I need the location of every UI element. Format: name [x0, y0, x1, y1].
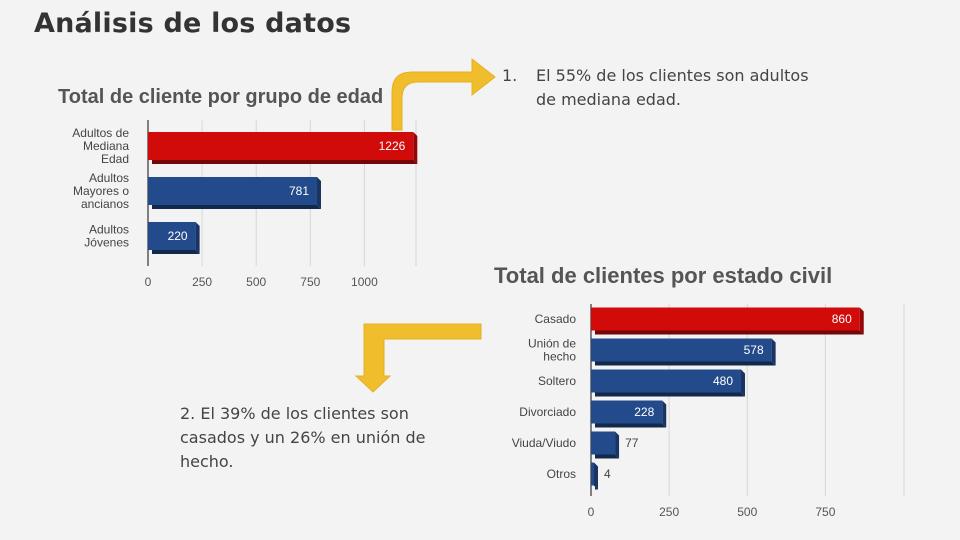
bar-shadow: [595, 361, 776, 366]
bar-shadow: [595, 330, 864, 335]
bar-value-label: 220: [168, 229, 188, 243]
category-label-line: Adultos de: [72, 126, 129, 140]
bar-value-label: 4: [604, 467, 611, 481]
tick-label: 250: [659, 505, 679, 519]
bar: [591, 462, 594, 486]
tick-label: 750: [815, 505, 835, 519]
bar: [148, 132, 414, 160]
bar-shadow: [595, 392, 745, 397]
category-label-line: ancianos: [81, 197, 129, 211]
tick-label: 750: [300, 275, 320, 289]
note-1-text: El 55% de los clientes son adultos de me…: [536, 66, 809, 109]
bar-side: [859, 307, 864, 335]
bar: [591, 338, 772, 362]
category-label-line: Casado: [535, 312, 577, 326]
bar-shadow: [152, 160, 418, 164]
bar-value-label: 228: [634, 405, 654, 419]
category-label: Unión de hecho: [528, 337, 576, 364]
bar-value-label: 77: [625, 436, 639, 450]
bar-side: [594, 462, 598, 490]
note-1-number: 1.: [502, 66, 518, 85]
category-label-line: Adultos: [89, 223, 129, 237]
category-label-line: hecho: [543, 350, 576, 364]
arrow-1-icon: [391, 57, 496, 131]
bar-shadow: [152, 205, 322, 209]
category-label-line: Mayores o: [73, 184, 129, 198]
tick-label: 0: [588, 505, 595, 519]
bar: [591, 307, 860, 331]
chart-1-title: Total de cliente por grupo de edad: [58, 86, 384, 108]
category-label-line: Soltero: [538, 374, 576, 388]
category-label: Adultos de Mediana Edad: [72, 126, 129, 166]
chart-age-groups: 0 250 500 750 1000 1226 Adultos de Mediana Edad 7…: [72, 120, 418, 289]
tick-label: 1000: [351, 275, 378, 289]
category-label: Soltero: [538, 374, 576, 388]
tick-label: 500: [246, 275, 266, 289]
category-label-line: Jóvenes: [84, 236, 129, 250]
category-label: Otros: [547, 467, 576, 481]
bar-side: [771, 338, 776, 366]
arrow-2-icon: [354, 323, 482, 393]
chart-2-title: Total de clientes por estado civil: [494, 263, 833, 288]
bar: [591, 369, 741, 393]
bar-shadow: [595, 423, 667, 428]
bar-value-label: 781: [289, 184, 309, 198]
chart-marital-status: 0 250 500 750 860 Casado 578 Unión de hecho 480 So…: [512, 304, 905, 519]
category-label-line: Viuda/Viudo: [512, 436, 577, 450]
bar-value-label: 860: [832, 312, 852, 326]
category-label-line: Otros: [547, 467, 576, 481]
bar: [591, 400, 663, 424]
bar-shadow: [152, 250, 200, 254]
category-label: Adultos Mayores o ancianos: [73, 171, 129, 211]
category-label-line: Mediana: [83, 139, 129, 153]
category-label: Adultos Jóvenes: [84, 223, 129, 250]
category-label: Viuda/Viudo: [512, 436, 577, 450]
tick-label: 250: [192, 275, 212, 289]
bar: [591, 431, 616, 455]
bar-side: [741, 369, 745, 397]
category-label: Divorciado: [519, 405, 576, 419]
tick-label: 0: [145, 275, 152, 289]
bar-side: [413, 132, 418, 164]
bar: [148, 222, 196, 250]
category-label-line: Divorciado: [519, 405, 576, 419]
category-label: Casado: [535, 312, 577, 326]
category-label-line: Adultos: [89, 171, 129, 185]
bar-side: [662, 400, 667, 428]
category-label-line: Edad: [101, 152, 129, 166]
category-label-line: Unión de: [528, 337, 576, 351]
bar-value-label: 480: [713, 374, 733, 388]
bar-side: [615, 431, 620, 459]
bar-side: [317, 177, 322, 209]
bar-side: [195, 222, 200, 254]
tick-label: 500: [737, 505, 757, 519]
bar-value-label: 1226: [379, 139, 406, 153]
bar-shadow: [595, 454, 620, 459]
bar: [148, 177, 318, 205]
slide-title: Análisis de los datos: [34, 8, 352, 39]
note-2-text: 2. El 39% de los clientes son casados y …: [180, 404, 426, 471]
bar-value-label: 578: [744, 343, 764, 357]
